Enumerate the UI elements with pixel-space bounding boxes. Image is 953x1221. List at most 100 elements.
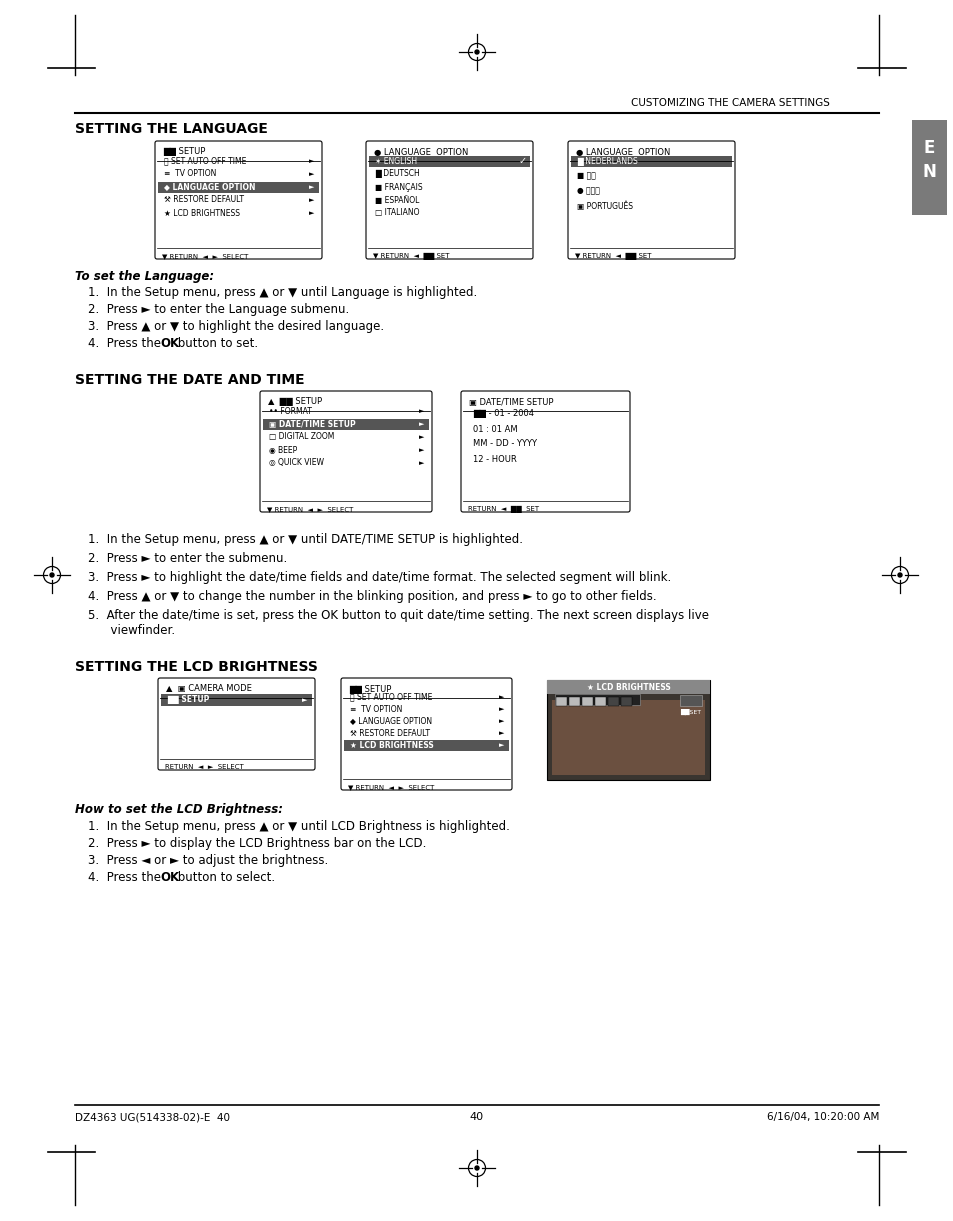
FancyBboxPatch shape <box>340 678 512 790</box>
Text: E: E <box>923 139 934 158</box>
Text: ►: ► <box>309 210 314 216</box>
Text: ██ - 01 - 2004: ██ - 01 - 2004 <box>473 409 534 419</box>
Text: ■ ESPAÑOL: ■ ESPAÑOL <box>375 195 419 204</box>
FancyBboxPatch shape <box>581 697 593 706</box>
Text: █ DEUTSCH: █ DEUTSCH <box>375 170 419 178</box>
Text: ►: ► <box>498 730 504 736</box>
Text: ▲  ██ SETUP: ▲ ██ SETUP <box>268 398 322 407</box>
FancyBboxPatch shape <box>552 700 704 775</box>
Text: ►: ► <box>498 718 504 724</box>
Text: ◎ QUICK VIEW: ◎ QUICK VIEW <box>269 459 324 468</box>
Text: ██ SETUP: ██ SETUP <box>167 696 209 705</box>
Text: ►: ► <box>498 706 504 712</box>
Text: ▣ PORTUGUÊS: ▣ PORTUGUÊS <box>577 201 633 211</box>
Text: ≡  TV OPTION: ≡ TV OPTION <box>164 170 216 178</box>
FancyBboxPatch shape <box>679 695 701 706</box>
Text: ██ SETUP: ██ SETUP <box>349 685 391 694</box>
FancyBboxPatch shape <box>571 156 731 167</box>
FancyBboxPatch shape <box>158 678 314 770</box>
Text: ►: ► <box>309 158 314 164</box>
Text: 3.  Press ◄ or ► to adjust the brightness.: 3. Press ◄ or ► to adjust the brightness… <box>88 853 328 867</box>
FancyBboxPatch shape <box>546 680 709 780</box>
Text: □ DIGITAL ZOOM: □ DIGITAL ZOOM <box>269 432 334 442</box>
Text: ►: ► <box>419 421 424 427</box>
Text: ►: ► <box>498 694 504 700</box>
Text: ▼ RETURN  ◄  ►  SELECT: ▼ RETURN ◄ ► SELECT <box>162 253 248 259</box>
Text: SETTING THE LCD BRIGHTNESS: SETTING THE LCD BRIGHTNESS <box>75 661 317 674</box>
Text: 5.  After the date/time is set, press the OK button to quit date/time setting. T: 5. After the date/time is set, press the… <box>88 609 708 621</box>
Text: ►: ► <box>302 697 308 703</box>
Text: ►: ► <box>419 408 424 414</box>
Text: ▣ DATE/TIME SETUP: ▣ DATE/TIME SETUP <box>269 420 355 429</box>
Text: ◆ LANGUAGE OPTION: ◆ LANGUAGE OPTION <box>164 182 255 192</box>
Text: 2.  Press ► to enter the submenu.: 2. Press ► to enter the submenu. <box>88 552 287 565</box>
Text: ★ LCD BRIGHTNESS: ★ LCD BRIGHTNESS <box>164 209 240 217</box>
Text: 2.  Press ► to display the LCD Brightness bar on the LCD.: 2. Press ► to display the LCD Brightness… <box>88 838 426 850</box>
FancyBboxPatch shape <box>460 391 629 512</box>
FancyBboxPatch shape <box>620 697 631 706</box>
Circle shape <box>50 573 54 578</box>
Text: □ ITALIANO: □ ITALIANO <box>375 209 419 217</box>
FancyBboxPatch shape <box>366 140 533 259</box>
Text: 1.  In the Setup menu, press ▲ or ▼ until LCD Brightness is highlighted.: 1. In the Setup menu, press ▲ or ▼ until… <box>88 821 509 833</box>
FancyBboxPatch shape <box>158 182 318 193</box>
FancyBboxPatch shape <box>161 694 312 706</box>
Text: DZ4363 UG(514338-02)-E  40: DZ4363 UG(514338-02)-E 40 <box>75 1112 230 1122</box>
Text: 2.  Press ► to enter the Language submenu.: 2. Press ► to enter the Language submenu… <box>88 303 349 316</box>
FancyBboxPatch shape <box>595 697 605 706</box>
Text: ⌛ SET AUTO OFF TIME: ⌛ SET AUTO OFF TIME <box>164 156 246 166</box>
Text: OK: OK <box>160 337 179 350</box>
Text: ►: ► <box>419 460 424 466</box>
Text: SETTING THE LANGUAGE: SETTING THE LANGUAGE <box>75 122 268 136</box>
Text: 01 : 01 AM: 01 : 01 AM <box>473 425 517 433</box>
Text: 3.  Press ► to highlight the date/time fields and date/time format. The selected: 3. Press ► to highlight the date/time fi… <box>88 571 671 584</box>
Text: ■ 中文: ■ 中文 <box>577 171 596 181</box>
FancyBboxPatch shape <box>154 140 322 259</box>
Text: button to set.: button to set. <box>173 337 258 350</box>
Text: ★ LCD BRIGHTNESS: ★ LCD BRIGHTNESS <box>586 683 670 691</box>
FancyBboxPatch shape <box>911 120 946 215</box>
FancyBboxPatch shape <box>260 391 432 512</box>
Text: SETTING THE DATE AND TIME: SETTING THE DATE AND TIME <box>75 372 304 387</box>
Text: 3.  Press ▲ or ▼ to highlight the desired language.: 3. Press ▲ or ▼ to highlight the desired… <box>88 320 384 333</box>
Text: ►: ► <box>309 184 314 190</box>
Text: MM - DD - YYYY: MM - DD - YYYY <box>473 440 537 448</box>
Text: ██SET: ██SET <box>679 709 700 716</box>
Text: ★ LCD BRIGHTNESS: ★ LCD BRIGHTNESS <box>350 740 434 750</box>
Text: █ NEDERLANDS: █ NEDERLANDS <box>577 156 638 166</box>
Text: ⚒ RESTORE DEFAULT: ⚒ RESTORE DEFAULT <box>164 195 244 204</box>
FancyBboxPatch shape <box>344 740 509 751</box>
Text: 40: 40 <box>470 1112 483 1122</box>
Text: ● 日本語: ● 日本語 <box>577 187 599 195</box>
Text: ⚒ RESTORE DEFAULT: ⚒ RESTORE DEFAULT <box>350 729 430 737</box>
Text: ◉ BEEP: ◉ BEEP <box>269 446 297 454</box>
Text: 12 - HOUR: 12 - HOUR <box>473 454 517 464</box>
Text: ● LANGUAGE  OPTION: ● LANGUAGE OPTION <box>374 148 468 156</box>
Text: N: N <box>922 162 936 181</box>
Text: 6/16/04, 10:20:00 AM: 6/16/04, 10:20:00 AM <box>766 1112 878 1122</box>
Text: RETURN  ◄  ██  SET: RETURN ◄ ██ SET <box>468 505 538 513</box>
FancyBboxPatch shape <box>568 697 579 706</box>
Text: viewfinder.: viewfinder. <box>88 624 175 637</box>
Text: ● LANGUAGE  OPTION: ● LANGUAGE OPTION <box>576 148 670 156</box>
Text: 4.  Press the: 4. Press the <box>88 871 165 884</box>
Text: ⌛ SET AUTO OFF TIME: ⌛ SET AUTO OFF TIME <box>350 692 432 702</box>
Text: ▼ RETURN  ◄  ██ SET: ▼ RETURN ◄ ██ SET <box>373 253 449 260</box>
Text: ►: ► <box>309 197 314 203</box>
Text: ►: ► <box>419 447 424 453</box>
Circle shape <box>475 1166 478 1170</box>
Text: 1.  In the Setup menu, press ▲ or ▼ until DATE/TIME SETUP is highlighted.: 1. In the Setup menu, press ▲ or ▼ until… <box>88 534 522 546</box>
Text: To set the Language:: To set the Language: <box>75 270 213 283</box>
FancyBboxPatch shape <box>607 697 618 706</box>
Text: ✓: ✓ <box>518 156 526 166</box>
Text: ▣ DATE/TIME SETUP: ▣ DATE/TIME SETUP <box>469 398 553 407</box>
Text: •• FORMAT: •• FORMAT <box>269 407 312 415</box>
Text: 4.  Press the: 4. Press the <box>88 337 165 350</box>
FancyBboxPatch shape <box>369 156 530 167</box>
Text: ▼ RETURN  ◄  ██ SET: ▼ RETURN ◄ ██ SET <box>575 253 651 260</box>
Text: ▲  ▣ CAMERA MODE: ▲ ▣ CAMERA MODE <box>166 685 252 694</box>
Text: RETURN  ◄  ►  SELECT: RETURN ◄ ► SELECT <box>165 764 244 770</box>
FancyBboxPatch shape <box>556 697 566 706</box>
FancyBboxPatch shape <box>263 419 429 430</box>
Circle shape <box>897 573 901 578</box>
